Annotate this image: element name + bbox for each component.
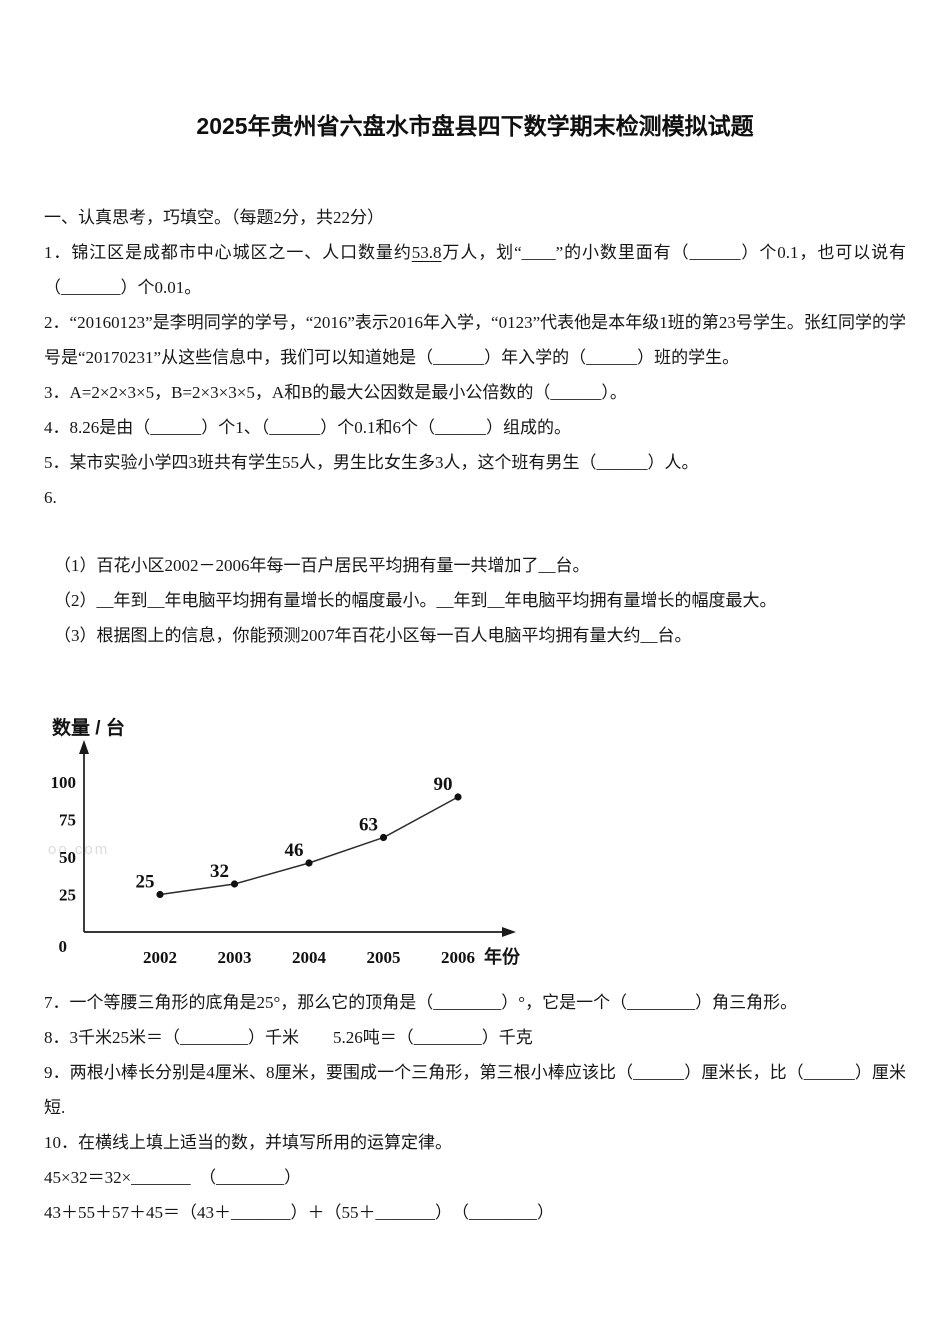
y-tick-label: 100: [51, 773, 77, 792]
question-10-line-2: 43＋55＋57＋45＝（43＋_______）＋（55＋_______） （_…: [44, 1203, 554, 1222]
data-point-label: 25: [136, 872, 155, 893]
x-tick-label: 2006: [441, 948, 475, 967]
question-1-text-post: 万人，划“____”的小数里面有（______）个0.1，也可以说有（_____…: [44, 243, 907, 297]
question-6-label: 6.: [44, 488, 57, 507]
question-9: 9．两根小棒长分别是4厘米、8厘米，要围成一个三角形，第三根小棒应该比（____…: [44, 1063, 906, 1117]
question-1: 1．锦江区是成都市中心城区之一、人口数量约53.8万人，划“____”的小数里面…: [44, 235, 906, 305]
data-point: [230, 880, 239, 888]
question-7: 7．一个等腰三角形的底角是25°，那么它的顶角是（________）°，它是一个…: [44, 993, 798, 1012]
y-tick-label: 75: [59, 811, 76, 830]
data-point: [454, 793, 462, 801]
page-title: 2025年贵州省六盘水市盘县四下数学期末检测模拟试题: [196, 113, 754, 139]
question-6-sub-3: （3）根据图上的信息，你能预测2007年百花小区每一百人电脑平均拥有量大约__台…: [54, 626, 692, 645]
question-5: 5．某市实验小学四3班共有学生55人，男生比女生多3人，这个班有男生（_____…: [44, 453, 699, 472]
question-1-text-pre: 1．锦江区是成都市中心城区之一、人口数量约: [44, 243, 412, 262]
line-chart: 数量 / 台年份 0 25 50 75 100 25 2002 32 2003 46 2004 63 20…: [51, 716, 521, 967]
question-3: 3．A=2×2×3×5，B=2×3×3×5，A和B的最大公因数是最小公倍数的（_…: [44, 383, 627, 402]
x-axis-title: 年份: [484, 946, 521, 967]
y-tick-label: 50: [59, 848, 76, 867]
question-10-line-1: 45×32＝32×_______ （________）: [44, 1168, 302, 1187]
question-6-sub-2: （2）__年到__年电脑平均拥有量增长的幅度最小。__年到__年电脑平均拥有量增…: [54, 591, 777, 610]
data-point: [305, 859, 313, 867]
x-tick-label: 2003: [218, 948, 252, 967]
x-axis-arrow-icon: [502, 927, 516, 937]
question-4: 4．8.26是由（______）个1、（______）个0.1和6个（_____…: [44, 418, 571, 437]
watermark: oo.com: [48, 841, 110, 858]
underlined-number: 53.8: [411, 243, 442, 262]
x-tick-label: 2004: [292, 948, 327, 967]
data-point-label: 63: [359, 815, 378, 836]
y-axis-arrow-icon: [79, 740, 89, 754]
question-2: 2．“20160123”是李明同学的学号，“2016”表示2016年入学，“01…: [44, 313, 906, 367]
question-8: 8．3千米25米＝（________）千米 5.26吨＝（________）千克: [44, 1028, 533, 1047]
chart-area: oo.com 数量 / 台年份 0 25 50 75 100 25 2002 32 2003 46 2…: [44, 700, 906, 985]
question-6-sub-1: （1）百花小区2002－2006年每一百户居民平均拥有量一共增加了__台。: [54, 556, 590, 575]
data-point-label: 46: [285, 840, 304, 861]
data-point: [379, 833, 388, 842]
section-heading: 一、认真思考，巧填空。（每题2分，共22分）: [44, 208, 384, 227]
data-point-label: 32: [210, 861, 229, 882]
x-tick-label: 2002: [143, 948, 177, 967]
question-10-label: 10．在横线上填上适当的数，并填写所用的运算定律。: [44, 1133, 452, 1152]
x-tick-label: 2005: [367, 948, 401, 967]
exam-content: 一、认真思考，巧填空。（每题2分，共22分） 1．锦江区是成都市中心城区之一、人…: [44, 200, 906, 1230]
data-line: [159, 796, 459, 896]
y-tick-label: 25: [59, 886, 76, 905]
y-axis-title: 数量 / 台: [52, 716, 125, 739]
data-point-label: 90: [434, 774, 453, 795]
y-tick-label: 0: [59, 937, 68, 956]
data-point: [156, 890, 164, 899]
